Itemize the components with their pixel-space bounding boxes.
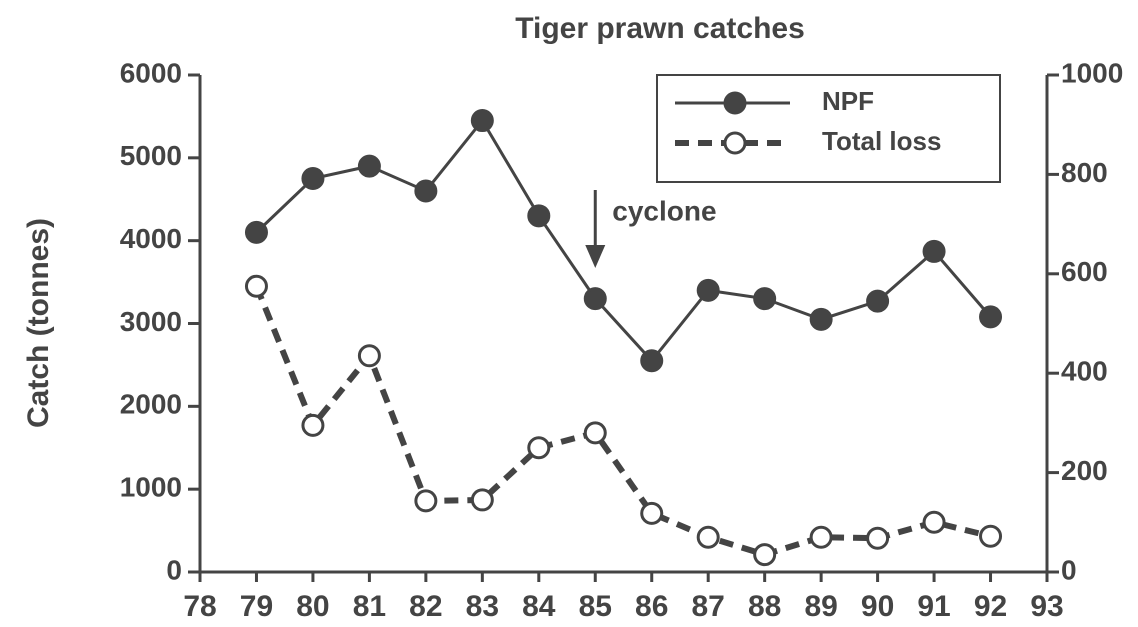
series-line (253, 285, 992, 558)
annotation: cyclone (612, 195, 716, 226)
y2-tick-label: 600 (1061, 256, 1108, 287)
marker (357, 154, 381, 178)
y-tick-label: 6000 (120, 57, 182, 88)
y-tick-label: 3000 (120, 306, 182, 337)
legend-label: NPF (822, 86, 874, 116)
marker (414, 489, 438, 513)
x-tick-label: 84 (522, 590, 556, 623)
y2-tick-label: 1000 (1061, 57, 1123, 88)
marker (753, 543, 777, 567)
marker (979, 524, 1003, 548)
x-tick-label: 78 (183, 590, 216, 623)
y-tick-label: 0 (166, 554, 182, 585)
marker (414, 179, 438, 203)
marker (527, 204, 551, 228)
y-tick-label: 5000 (120, 140, 182, 171)
x-tick-label: 83 (466, 590, 499, 623)
marker (866, 526, 890, 550)
marker (753, 287, 777, 311)
x-tick-label: 80 (296, 590, 329, 623)
marker (696, 525, 720, 549)
x-tick-label: 79 (240, 590, 273, 623)
legend-box (656, 74, 1001, 183)
x-tick-label: 88 (748, 590, 781, 623)
marker (527, 436, 551, 460)
marker (922, 239, 946, 263)
x-tick-label: 85 (579, 590, 612, 623)
marker (301, 167, 325, 191)
y2-tick-label: 200 (1061, 455, 1108, 486)
marker (301, 413, 325, 437)
x-tick-label: 92 (974, 590, 1007, 623)
x-tick-label: 82 (409, 590, 442, 623)
marker (979, 305, 1003, 329)
x-tick-label: 93 (1030, 590, 1063, 623)
y2-tick-label: 800 (1061, 157, 1108, 188)
marker (470, 488, 494, 512)
y-tick-label: 4000 (120, 223, 182, 254)
marker (922, 510, 946, 534)
marker (583, 421, 607, 445)
legend-marker (723, 131, 747, 155)
marker (809, 307, 833, 331)
legend-marker (723, 91, 747, 115)
marker (357, 344, 381, 368)
marker (809, 525, 833, 549)
marker (640, 349, 664, 373)
x-tick-label: 86 (635, 590, 668, 623)
marker (244, 274, 268, 298)
legend-label: Total loss (822, 126, 941, 156)
y-tick-label: 1000 (120, 472, 182, 503)
marker (640, 501, 664, 525)
marker (244, 220, 268, 244)
x-tick-label: 90 (861, 590, 894, 623)
y2-tick-label: 400 (1061, 356, 1108, 387)
y-axis-label: Catch (tonnes) (22, 218, 55, 428)
x-tick-label: 91 (917, 590, 950, 623)
marker (583, 287, 607, 311)
annotation-arrowhead (585, 245, 606, 268)
x-tick-label: 89 (804, 590, 837, 623)
y2-tick-label: 0 (1061, 554, 1077, 585)
x-tick-label: 87 (692, 590, 725, 623)
chart-title: Tiger prawn catches (515, 12, 805, 45)
marker (696, 278, 720, 302)
marker (470, 109, 494, 133)
y-tick-label: 2000 (120, 389, 182, 420)
marker (866, 289, 890, 313)
x-tick-label: 81 (353, 590, 386, 623)
